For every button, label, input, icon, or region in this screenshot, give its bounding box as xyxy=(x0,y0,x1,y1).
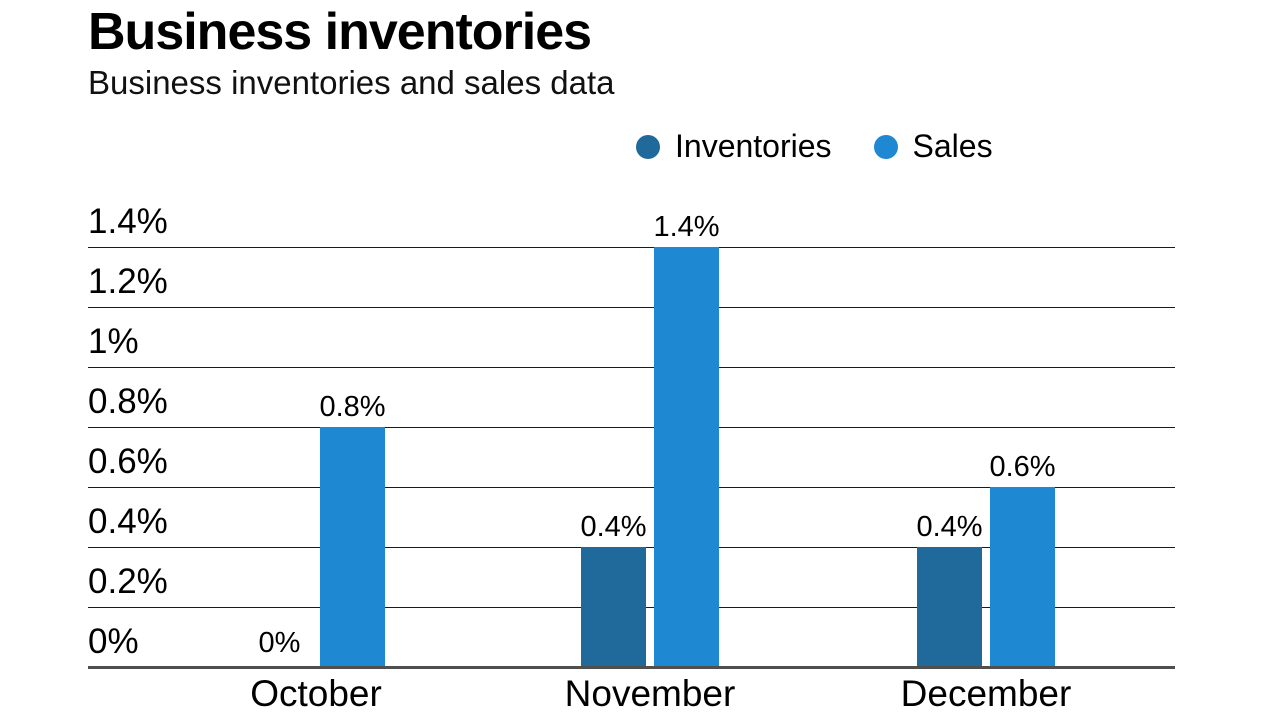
bar-inventories-november xyxy=(581,547,646,667)
gridline xyxy=(88,427,1175,428)
bar-value-label: 1.4% xyxy=(653,211,720,243)
y-tick-label: 1% xyxy=(88,322,139,361)
legend-item-inventories: Inventories xyxy=(636,128,832,165)
bar-value-label: 0% xyxy=(258,627,301,659)
bar-value-label: 0.4% xyxy=(916,511,983,543)
y-tick-label: 0.8% xyxy=(88,382,168,421)
sales-swatch-icon xyxy=(873,134,898,159)
chart-subtitle: Business inventories and sales data xyxy=(88,64,615,101)
y-tick-label: 0.4% xyxy=(88,502,168,541)
bar-sales-december xyxy=(990,487,1055,667)
x-axis-label-october: October xyxy=(250,673,382,714)
bar-value-label: 0.4% xyxy=(580,511,647,543)
y-tick-label: 0.2% xyxy=(88,562,168,601)
legend: Inventories Sales xyxy=(636,128,993,165)
bar-value-label: 0.6% xyxy=(989,451,1056,483)
y-tick-label: 1.2% xyxy=(88,262,168,301)
gridline xyxy=(88,487,1175,488)
bar-value-label: 0.8% xyxy=(319,391,386,423)
x-axis-label-november: November xyxy=(564,673,736,714)
bar-inventories-december xyxy=(917,547,982,667)
gridline xyxy=(88,247,1175,248)
x-axis-line xyxy=(88,666,1175,669)
gridline xyxy=(88,367,1175,368)
legend-label-sales: Sales xyxy=(912,128,993,164)
legend-item-sales: Sales xyxy=(873,128,993,165)
chart-title: Business inventories xyxy=(88,3,592,61)
inventories-swatch-icon xyxy=(636,134,660,159)
y-tick-label: 0.6% xyxy=(88,442,168,481)
bar-sales-november xyxy=(654,247,719,667)
y-tick-label: 1.4% xyxy=(88,202,168,241)
y-tick-label: 0% xyxy=(88,622,139,661)
bar-sales-october xyxy=(320,427,385,667)
x-axis-label-december: December xyxy=(900,673,1072,714)
gridline xyxy=(88,307,1175,308)
legend-label-inventories: Inventories xyxy=(675,128,832,164)
